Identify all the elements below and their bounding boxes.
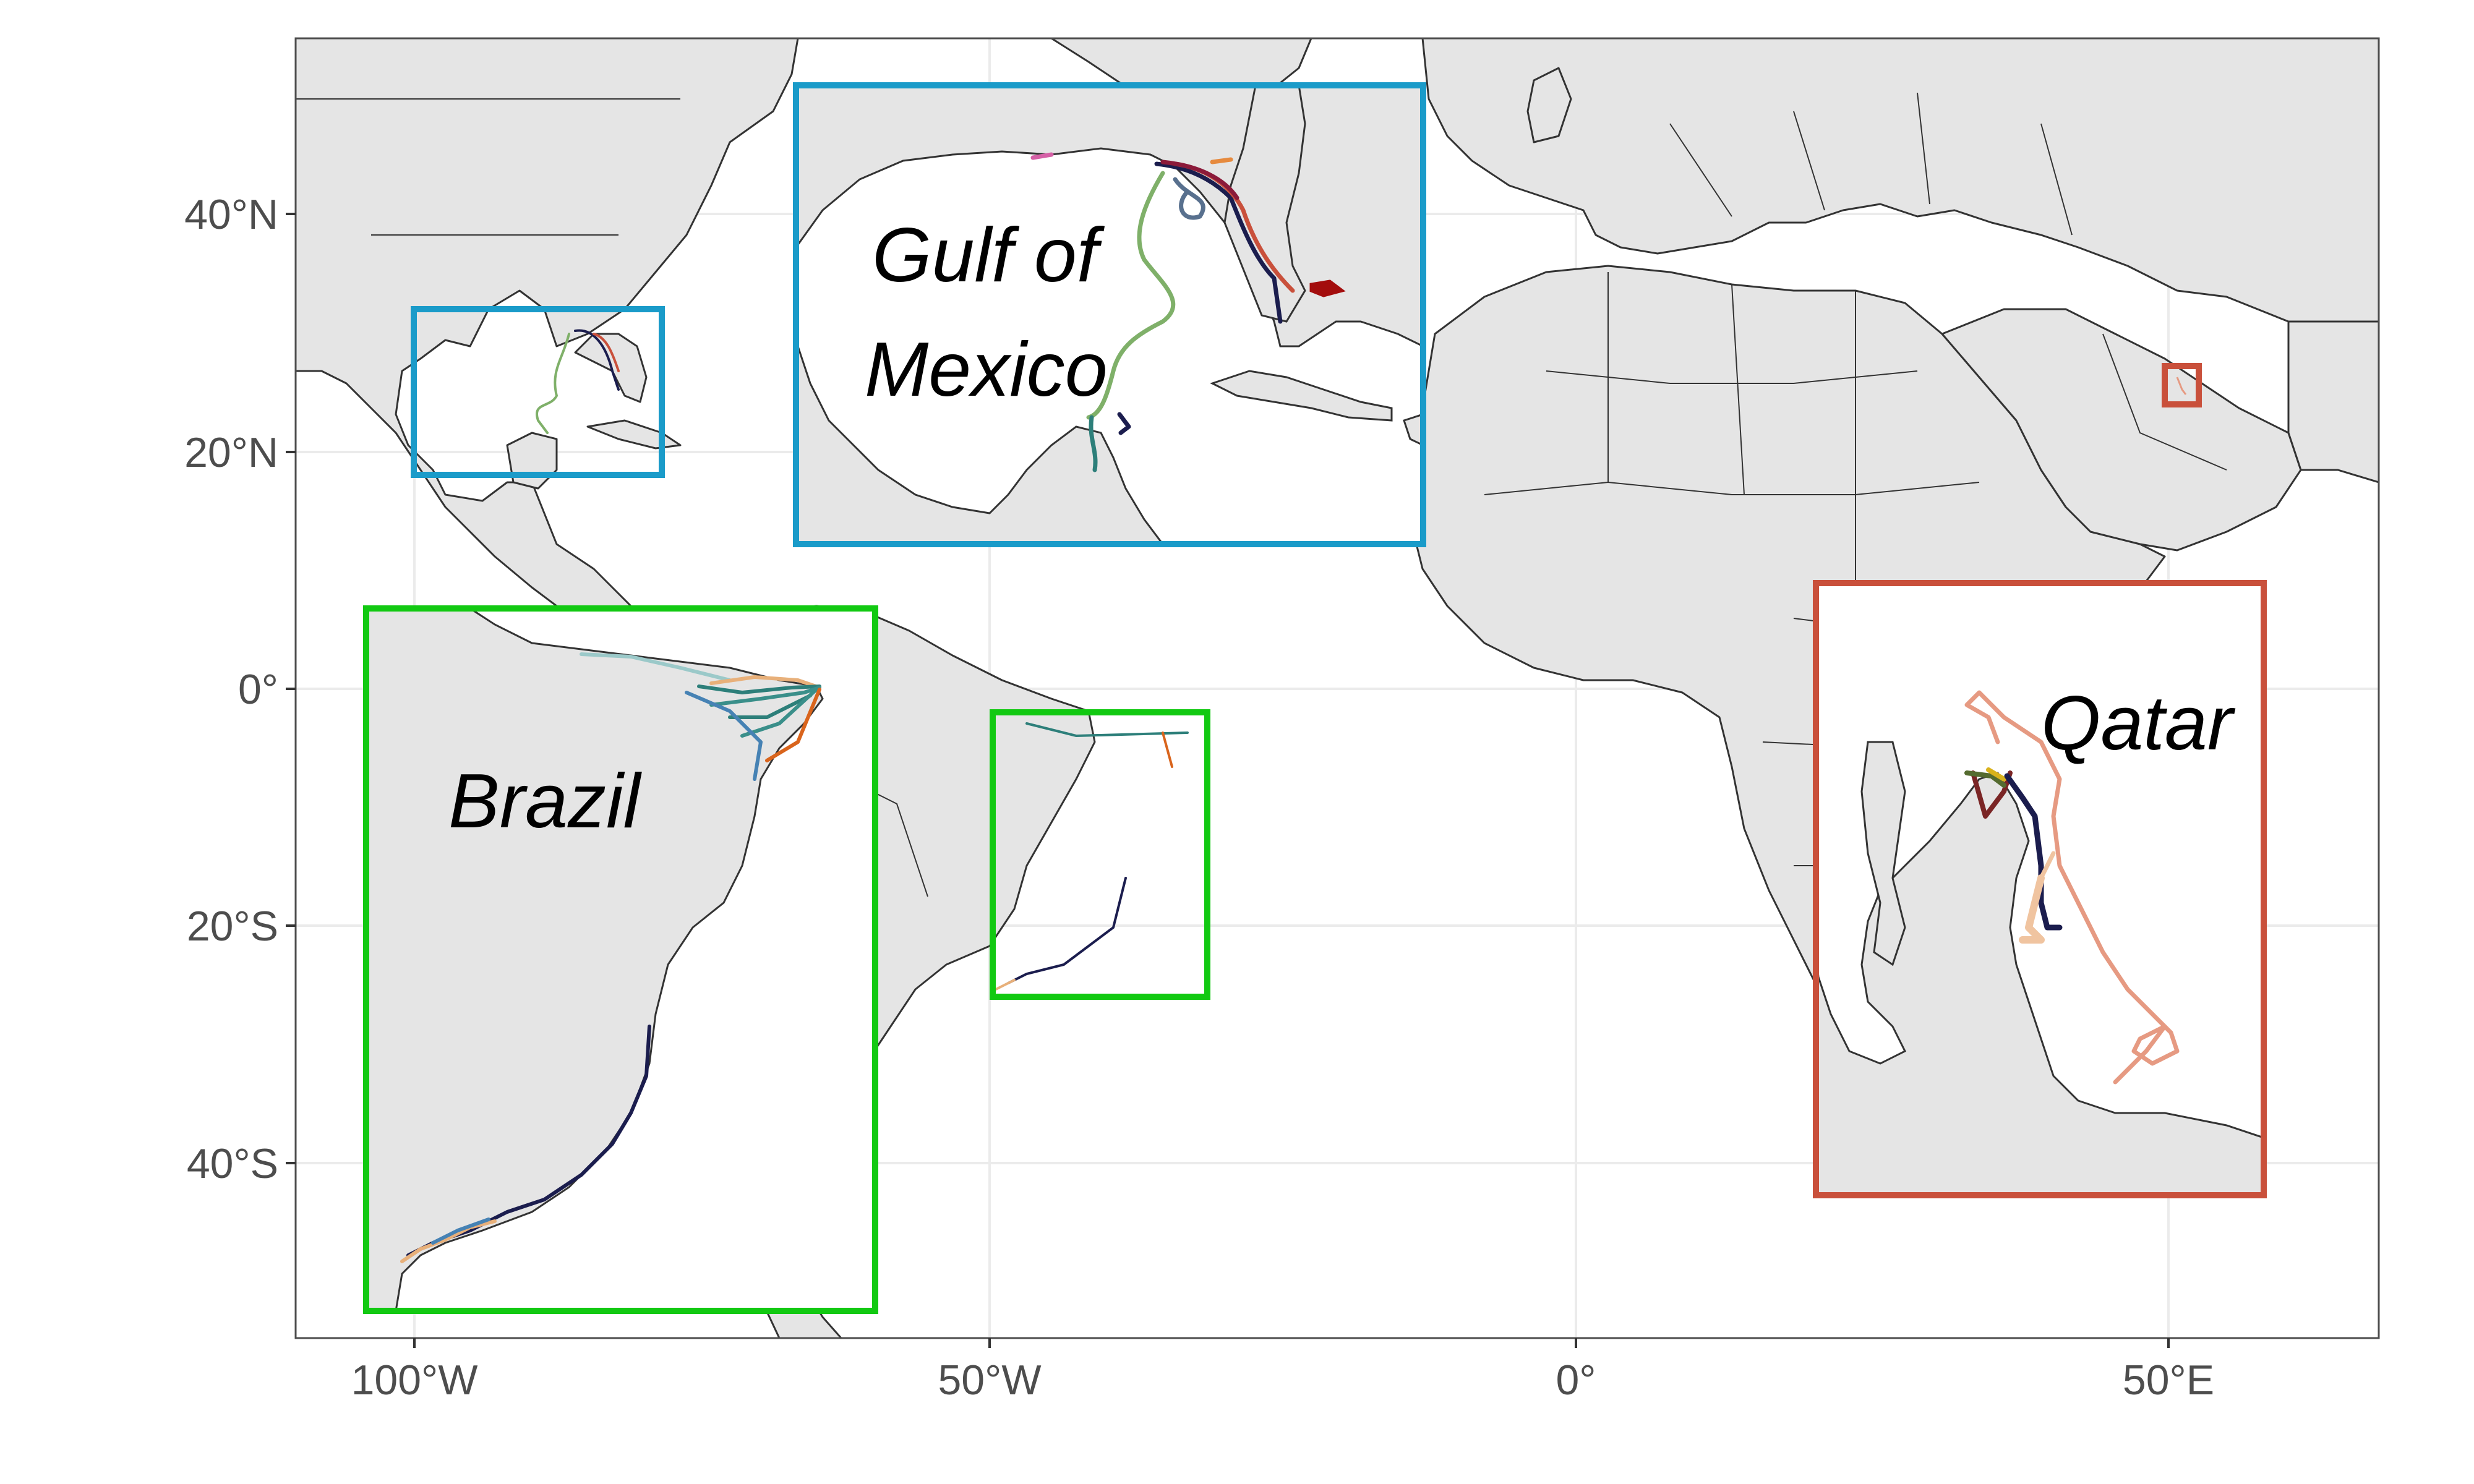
qatar-track-yellow — [1986, 767, 2006, 782]
brazil-track-blue-south — [431, 1217, 490, 1245]
qatar-inset-island — [1860, 741, 1906, 966]
main-track-navy — [574, 329, 620, 391]
brazil-track-teal3 — [728, 694, 812, 719]
main-track-green — [536, 333, 570, 434]
cuba-island — [586, 419, 682, 450]
gulf-track-teal — [1089, 415, 1098, 472]
x-tick-label: 100°W — [351, 1357, 478, 1404]
main-gulf-tracks — [536, 329, 620, 434]
axis-ticks — [286, 213, 2170, 1348]
qatar-track-peach-stem — [2039, 851, 2056, 881]
brazil-track-lightblue — [580, 652, 732, 682]
main-track-orange — [1162, 731, 1173, 768]
brazil-inset-tracks — [400, 652, 821, 1263]
qatar-inset-label: Qatar — [2041, 681, 2236, 766]
main-track-peach — [995, 979, 1016, 991]
brazil-track-orange — [765, 688, 821, 762]
brazil-inset-label: Brazil — [448, 759, 643, 844]
europe-landmass — [1421, 38, 2379, 323]
brazil-inset-frame — [363, 605, 878, 1314]
qatar-track-olive — [1964, 770, 2006, 788]
qatar-track-navy — [2004, 773, 2063, 931]
gulf-inset-cuba — [1210, 370, 1393, 422]
qatar-inset-frame — [1813, 580, 2267, 1198]
gulf-track-slate — [1173, 177, 1205, 220]
brazil-inset: Brazil — [363, 605, 878, 1314]
gulf-inset-tracks — [1030, 152, 1295, 472]
asia-landmass — [2287, 320, 2379, 484]
y-tick-label: 20°N — [184, 429, 278, 476]
main-track-teal — [1025, 722, 1189, 738]
qatar-inset-tracks — [1964, 690, 2180, 1085]
y-tick-label: 20°S — [187, 903, 278, 950]
brazil-locator-box — [990, 709, 1210, 1000]
brazil-track-teal4 — [740, 688, 818, 738]
brazil-track-peach-south — [400, 1219, 497, 1263]
qatar-track-maroon — [1971, 770, 2013, 819]
gulf-inset-label-line2: Mexico — [865, 327, 1108, 412]
y-tick-label: 0° — [238, 666, 278, 713]
main-track-red — [593, 333, 620, 372]
gulf-inset-water — [796, 147, 1423, 544]
x-tick-label: 50°E — [2123, 1357, 2214, 1404]
qatar-track-salmon-tail — [2113, 1024, 2167, 1085]
brazil-track-teal1 — [697, 684, 821, 694]
arabia-landmass — [1941, 308, 2302, 552]
main-brazil-tracks — [995, 722, 1189, 991]
gulf-locator-box — [411, 306, 665, 478]
y-tick-label: 40°N — [184, 191, 278, 238]
brazil-track-teal2 — [709, 686, 821, 707]
gulf-track-green — [1086, 171, 1176, 420]
qatar-track-peach — [2019, 874, 2045, 944]
gulf-track-orange — [1210, 157, 1233, 164]
gulf-track-navy-south — [1117, 412, 1131, 435]
y-axis-labels: 40°N 20°N 0° 20°S 40°S — [184, 191, 278, 1187]
main-track-navy-coast — [1007, 877, 1127, 984]
brazil-track-blue — [685, 691, 763, 781]
uk-island — [1526, 67, 1572, 143]
qatar-inset: Qatar — [1813, 580, 2267, 1198]
x-axis-labels: 100°W 50°W 0° 50°E — [351, 1357, 2215, 1404]
gulf-track-darkred-bahamas — [1309, 279, 1346, 297]
gulf-track-maroon — [1160, 160, 1239, 200]
qatar-locator-track — [2176, 377, 2187, 395]
gulf-inset: Gulf of Mexico — [793, 82, 1426, 547]
x-tick-label: 50°W — [938, 1357, 1041, 1404]
x-tick-label: 0° — [1556, 1357, 1596, 1404]
gulf-inset-hispaniola — [1403, 413, 1423, 446]
qatar-track-salmon — [1964, 690, 2180, 1066]
gulf-track-navy — [1154, 161, 1283, 324]
qatar-locator-box — [2162, 363, 2202, 407]
brazil-track-peach — [709, 675, 821, 689]
gulf-track-pink — [1030, 152, 1054, 160]
gulf-inset-frame — [793, 82, 1426, 547]
gulf-inset-label-line1: Gulf of — [872, 213, 1105, 298]
brazil-inset-land — [366, 608, 824, 1311]
y-tick-label: 40°S — [187, 1140, 278, 1187]
